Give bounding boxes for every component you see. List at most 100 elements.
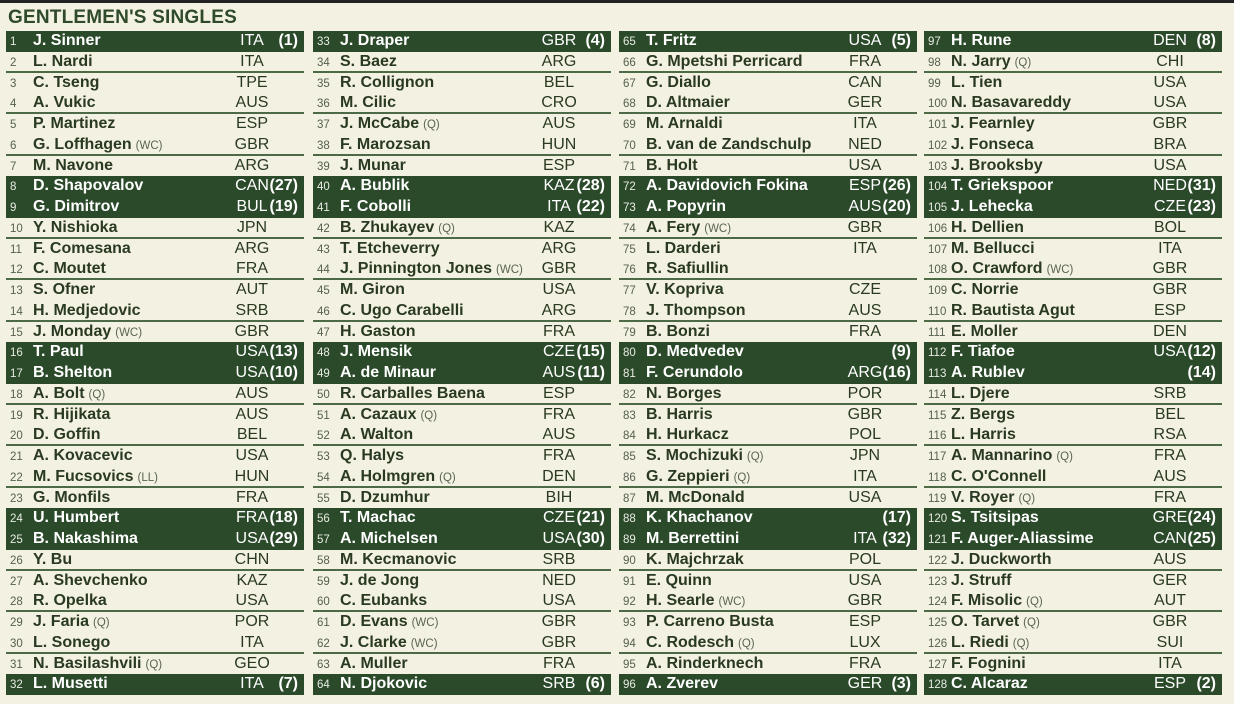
player-name-cell: N. Basilashvili (Q) (33, 654, 162, 675)
country-code: GBR (541, 32, 577, 49)
player-row: 11 F. Comesana ARG (6, 239, 304, 260)
player-row: 21 A. Kovacevic USA (6, 446, 304, 467)
player-name-cell: S. Mochizuki (Q) (646, 446, 764, 467)
draw-position: 30 (10, 637, 23, 650)
player-name: J. Clarke (340, 633, 407, 651)
draw-position: 72 (623, 181, 636, 194)
player-name: R. Safiullin (646, 260, 729, 278)
player-name-cell: D. Dzumhur (340, 488, 430, 508)
player-name: J. Sinner (33, 32, 101, 49)
country-code: AUS (1153, 467, 1187, 485)
player-name: D. Goffin (33, 426, 101, 444)
player-row: 14 H. Medjedovic SRB (6, 301, 304, 322)
player-name-cell: L. Darderi (646, 239, 721, 259)
player-row: 62 J. Clarke (WC) GBR (313, 633, 611, 654)
country-code: ITA (1158, 654, 1182, 672)
player-name: R. Carballes Baena (340, 384, 485, 402)
country-code: AUS (542, 364, 576, 381)
player-row: 51 A. Cazaux (Q) FRA (313, 405, 611, 426)
seed-number: (16) (882, 364, 911, 381)
seed-number: (4) (585, 32, 605, 49)
draw-position: 118 (928, 471, 947, 484)
seeded-player-row: 16 T. Paul USA (13) (6, 342, 304, 363)
country-code: ITA (853, 530, 877, 547)
player-name-cell: J. Faria (Q) (33, 612, 110, 633)
draw-position: 106 (928, 222, 948, 235)
draw-position: 18 (10, 388, 23, 401)
draw-position: 69 (623, 119, 636, 131)
player-name-cell: Q. Halys (340, 446, 404, 466)
player-row: 78 J. Thompson AUS (619, 301, 917, 322)
draw-position: 96 (623, 679, 636, 692)
country-code: RSA (1153, 426, 1187, 444)
entry-tag: (Q) (145, 658, 163, 671)
player-row: 46 C. Ugo Carabelli ARG (313, 301, 611, 322)
player-name-cell: J. Clarke (WC) (340, 633, 438, 654)
player-row: 39 J. Munar ESP (313, 156, 611, 177)
player-name-cell: F. Comesana (33, 239, 131, 259)
country-code: ITA (853, 115, 877, 132)
top-border (0, 0, 1234, 3)
country-code: FRA (543, 405, 575, 423)
draw-position: 35 (317, 77, 330, 90)
player-row: 53 Q. Halys FRA (313, 446, 611, 467)
draw-position: 29 (10, 617, 23, 629)
player-name-cell: C. O'Connell (951, 467, 1046, 487)
player-name-cell: M. Giron (340, 280, 405, 300)
player-row: 5 P. Martinez ESP (6, 114, 304, 135)
player-row: 55 D. Dzumhur BIH (313, 488, 611, 509)
draw-position: 113 (928, 368, 947, 380)
player-row: 3 C. Tseng TPE (6, 73, 304, 94)
seed-number: (5) (891, 32, 911, 49)
player-name: C. Norrie (951, 281, 1019, 298)
country-code: ARG (847, 364, 883, 381)
seed-number: (27) (269, 177, 298, 195)
player-row: 30 L. Sonego ITA (6, 633, 304, 654)
draw-position: 44 (317, 264, 330, 277)
player-row: 76 R. Safiullin (619, 259, 917, 280)
seed-number: (29) (269, 530, 298, 547)
player-name: B. Nakashima (33, 530, 138, 547)
player-name-cell: J. Munar (340, 156, 406, 176)
player-name-cell: J. Sinner (33, 31, 101, 51)
player-name: B. van de Zandschulp (646, 135, 812, 153)
draw-position: 19 (10, 409, 23, 422)
draw-position: 112 (928, 347, 947, 360)
player-name: A. Zverev (646, 675, 719, 693)
country-code: USA (235, 530, 269, 547)
player-name-cell: C. Alcaraz (951, 674, 1028, 694)
country-code: USA (848, 156, 882, 174)
seed-number: (15) (576, 343, 605, 361)
country-code: ARG (234, 239, 270, 257)
seeded-player-row: 1 J. Sinner ITA (1) (6, 31, 304, 52)
draw-position: 16 (10, 347, 23, 360)
player-row: 117 A. Mannarino (Q) FRA (924, 446, 1222, 467)
player-name: D. Evans (340, 613, 408, 630)
country-code: BEL (1154, 405, 1186, 423)
country-code: ESP (848, 177, 881, 195)
player-row: 12 C. Moutet FRA (6, 259, 304, 280)
seeded-player-row: 89 M. Berrettini ITA (32) (619, 529, 917, 550)
seeded-player-row: 88 K. Khachanov (17) (619, 508, 917, 529)
player-name-cell: N. Basavareddy (951, 93, 1071, 113)
player-row: 119 V. Royer (Q) FRA (924, 488, 1222, 509)
draw-position: 80 (623, 347, 636, 360)
player-name-cell: H. Dellien (951, 218, 1024, 238)
seeded-player-row: 80 D. Medvedev (9) (619, 342, 917, 363)
draw-position: 59 (317, 575, 330, 588)
player-name: J. McCabe (340, 115, 420, 132)
country-code: GBR (541, 633, 577, 651)
player-name-cell: C. Moutet (33, 259, 106, 279)
player-row: 75 L. Darderi ITA (619, 239, 917, 260)
draw-position: 1 (10, 36, 17, 48)
draw-position: 5 (10, 119, 17, 131)
player-name-cell: C. Norrie (951, 280, 1019, 300)
draw-column: 1 J. Sinner ITA (1) 2 L. Nardi ITA 3 C. Tseng TPE… (6, 31, 304, 695)
entry-tag: (WC) (410, 637, 438, 650)
seeded-player-row: 9 G. Dimitrov BUL (19) (6, 197, 304, 218)
draw-position: 65 (623, 36, 636, 48)
country-code: AUS (235, 94, 269, 112)
country-code: GBR (234, 135, 270, 153)
player-name-cell: L. Nardi (33, 52, 93, 72)
country-code: GBR (541, 260, 577, 278)
